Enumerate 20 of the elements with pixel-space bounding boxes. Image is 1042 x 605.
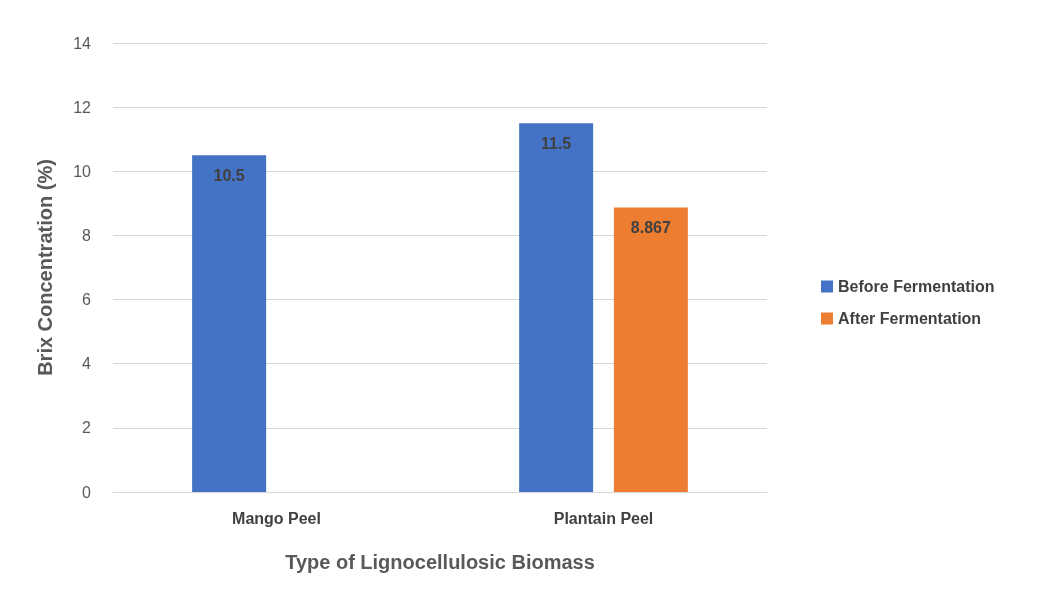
bar (613, 207, 688, 492)
y-tick-label: 2 (82, 419, 92, 437)
y-tick-label: 6 (82, 291, 92, 309)
legend-label: Before Fermentation (838, 278, 995, 295)
y-tick-label: 12 (73, 98, 92, 116)
y-tick-label: 4 (82, 355, 92, 373)
y-tick-label: 0 (82, 483, 92, 501)
x-tick-label: Plantain Peel (553, 509, 654, 527)
data-label: 11.5 (541, 134, 572, 152)
y-axis-title: Brix Concentration (%) (34, 159, 56, 376)
x-axis-title: Type of Lignocellulosic Biomass (285, 551, 595, 573)
y-tick-label: 14 (73, 34, 92, 52)
y-tick-label: 10 (73, 162, 92, 180)
x-tick-label: Mango Peel (232, 509, 321, 527)
y-tick-label: 8 (82, 226, 92, 244)
legend-label: After Fermentation (838, 310, 982, 327)
bar (519, 123, 594, 492)
bar (192, 155, 267, 492)
data-label: 10.5 (213, 166, 245, 184)
data-label: 8.867 (630, 219, 671, 237)
